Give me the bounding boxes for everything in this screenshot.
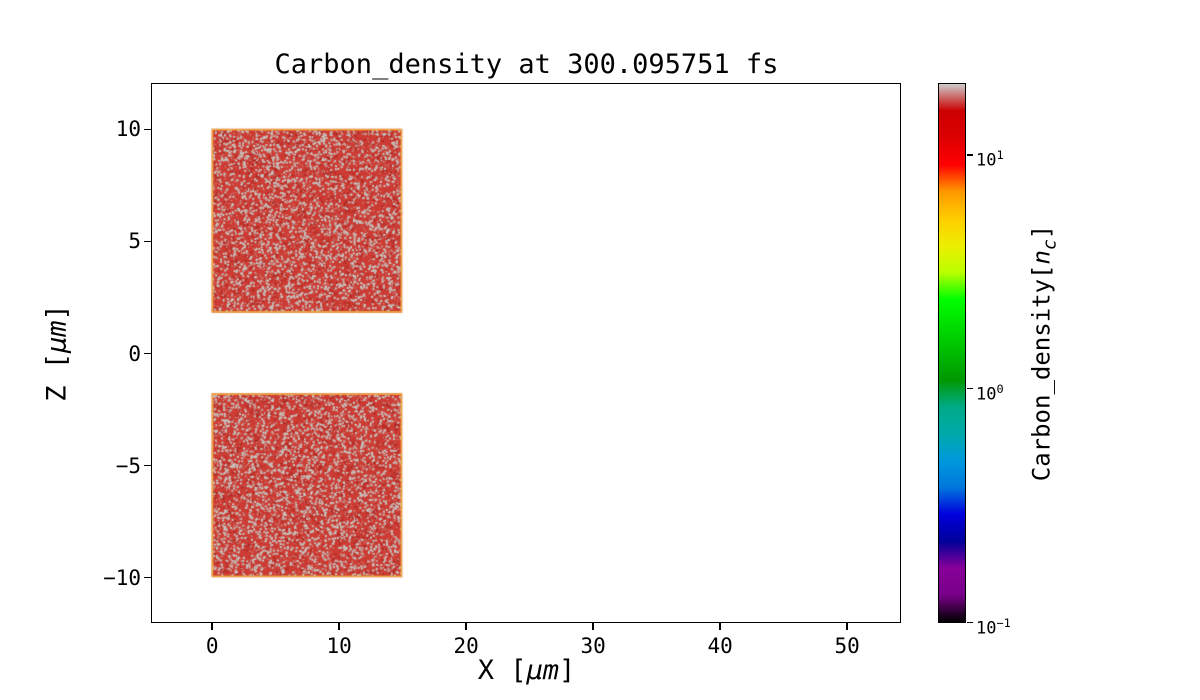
colorbar-tick-label: 100	[976, 381, 1004, 405]
y-tick-mark	[144, 464, 151, 467]
x-tick-mark	[465, 622, 467, 630]
colorbar-label: Carbon_density[nc]	[1028, 225, 1061, 482]
y-tick-label: −5	[115, 453, 141, 478]
colorbar-label-suffix: ]	[1027, 224, 1056, 240]
x-tick-label: 40	[707, 634, 733, 658]
x-tick-label: 50	[834, 634, 860, 658]
x-axis-label: X [μm]	[151, 656, 902, 686]
colorbar	[938, 83, 966, 623]
y-tick-label: 10	[115, 117, 141, 142]
y-axis-label-suffix: ]	[41, 304, 73, 321]
x-tick-mark	[719, 622, 721, 630]
x-tick-mark	[211, 622, 213, 630]
colorbar-tick-label: 10−1	[976, 615, 1011, 639]
colorbar-tick-mark	[967, 621, 973, 624]
colorbar-tick-mark	[967, 387, 973, 390]
colorbar-label-sub: c	[1039, 239, 1061, 251]
x-tick-label: 10	[326, 634, 352, 658]
colorbar-tick-mark	[967, 154, 973, 156]
y-tick-label: −10	[103, 565, 141, 590]
y-tick-label: 5	[128, 229, 141, 254]
y-tick-mark	[144, 576, 151, 579]
x-tick-label: 30	[580, 634, 606, 658]
x-tick-mark	[592, 622, 594, 630]
colorbar-tick-label: 101	[976, 147, 1004, 171]
x-tick-label: 20	[453, 634, 479, 658]
y-tick-mark	[144, 352, 151, 355]
y-tick-label: 0	[128, 341, 141, 366]
heatmap-canvas	[152, 84, 900, 622]
y-tick-mark	[144, 240, 151, 243]
chart-title: Carbon_density at 300.095751 fs	[274, 49, 779, 80]
x-axis-label-prefix: X [	[477, 655, 527, 686]
colorbar-label-math: n	[1027, 250, 1056, 265]
y-tick-mark	[144, 128, 151, 131]
x-tick-label: 0	[205, 634, 219, 658]
plot-area	[151, 83, 901, 623]
x-tick-mark	[338, 622, 340, 630]
x-axis-label-unit: μm	[526, 655, 560, 686]
x-axis-label-suffix: ]	[559, 655, 576, 686]
colorbar-label-prefix: Carbon_density[	[1027, 264, 1056, 482]
x-tick-mark	[846, 622, 848, 630]
